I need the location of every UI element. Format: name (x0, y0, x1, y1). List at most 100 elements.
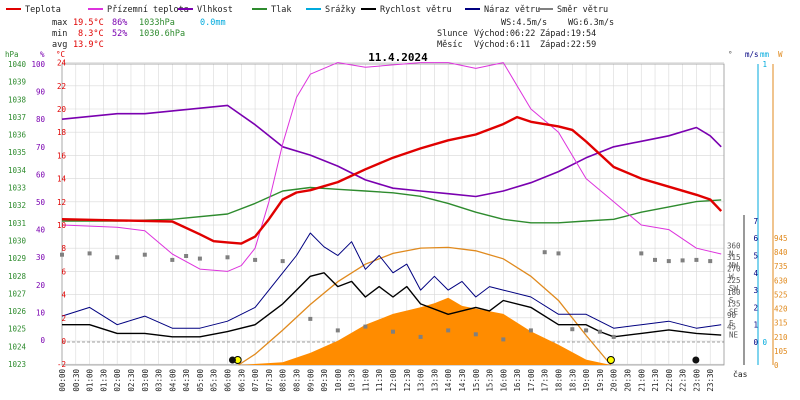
wind-dir-point (584, 328, 589, 333)
tick-label: 3 (753, 286, 758, 295)
time-tick: 12:00 (389, 369, 398, 392)
time-tick: 13:00 (417, 369, 426, 392)
series-tlak (62, 186, 722, 224)
time-tick: 02:00 (113, 369, 122, 392)
info-block: WS:4.5m/s WG:6.3m/s Slunce Východ:06:22 … (437, 18, 614, 50)
tick-label: 1027 (8, 289, 26, 298)
legend-label: Vlhkost (197, 5, 233, 15)
tick-label: 7 (753, 217, 758, 226)
stat-max-temp: 19.5°C (73, 18, 104, 28)
info-ws: WS:4.5m/s (501, 18, 547, 28)
stat-avg-temp: 13.9°C (73, 40, 104, 50)
wind-dir-point (115, 255, 120, 260)
tick-label: 210 (774, 333, 788, 342)
tick-label: 1028 (8, 272, 27, 281)
time-tick: 04:30 (182, 369, 191, 392)
tick-label: 16 (57, 151, 67, 160)
axis-label-pct: % (40, 50, 45, 59)
time-tick: 01:30 (99, 369, 108, 392)
info-moon-label: Měsíc (437, 40, 463, 50)
legend-label: Rychlost větru (380, 5, 452, 15)
time-tick: 16:30 (513, 369, 522, 392)
tick-label: 8 (61, 244, 66, 253)
time-tick: 01:00 (86, 369, 95, 392)
wind-dir-point (253, 257, 258, 262)
time-tick: 17:00 (527, 369, 536, 392)
wind-dir-point (87, 251, 92, 256)
time-tick: 18:30 (568, 369, 577, 392)
stat-max-rain: 0.0mm (200, 18, 226, 28)
solar-layer (238, 246, 612, 366)
tick-label: 10 (36, 308, 46, 317)
solar-area (238, 297, 611, 365)
tick-label: 735 (774, 262, 788, 271)
tick-label: E (729, 319, 734, 328)
time-tick: 19:00 (582, 369, 591, 392)
tick-label: 70 (36, 143, 46, 152)
time-tick: 05:30 (210, 369, 219, 392)
wind-dir-point (473, 332, 478, 337)
wind-dir-point (542, 250, 547, 255)
tick-label: 1038 (8, 95, 27, 104)
legend-label: Srážky (325, 5, 356, 15)
sun-marker (606, 356, 615, 364)
time-tick: 21:00 (637, 369, 646, 392)
time-tick: 17:30 (541, 369, 550, 392)
wind-dir-point (280, 259, 285, 264)
wind-dir-point (363, 324, 368, 329)
wind-dir-point (570, 327, 575, 332)
tick-label: 1032 (8, 201, 26, 210)
tick-label: 0 (753, 338, 758, 347)
tick-label: 315 (774, 319, 788, 328)
wind-dir-point (501, 337, 506, 342)
stat-min-hum: 52% (112, 29, 127, 39)
info-moonrise: Východ:6:11 (474, 40, 530, 50)
tick-label: 0 (774, 361, 779, 370)
series-vlhkost (61, 104, 722, 198)
tick-label: 0 (61, 337, 66, 346)
tick-label: -2 (57, 360, 66, 369)
tick-label: 6 (753, 234, 758, 243)
tick-label: NE (729, 330, 739, 339)
time-tick: 00:00 (58, 369, 67, 392)
tick-label: 5 (753, 252, 758, 261)
axis-label-hpa: hPa (5, 50, 19, 59)
tick-label: 135 (727, 299, 741, 308)
tick-label: 2 (61, 314, 66, 323)
time-tick: 08:30 (293, 369, 302, 392)
legend-label: Tlak (271, 5, 291, 15)
stat-max-press: 1033hPa (139, 18, 175, 28)
wind-dir-point (391, 329, 395, 334)
tick-label: 6 (61, 267, 66, 276)
series-layer (60, 62, 723, 342)
marker-layer (228, 356, 700, 364)
moon-marker (228, 356, 236, 364)
time-tick: 20:30 (624, 369, 633, 392)
tick-label: 4 (753, 269, 758, 278)
axis-label-rain: mm (760, 50, 770, 59)
series-n-raz-v-tru (61, 232, 722, 329)
tick-label: 360 (727, 242, 741, 251)
tick-label: 420 (774, 305, 788, 314)
wind-dir-point (666, 259, 671, 264)
solar-max-line (238, 246, 612, 366)
time-tick: 14:00 (444, 369, 453, 392)
time-tick: 06:30 (237, 369, 246, 392)
wind-dir-point (184, 254, 189, 258)
time-tick: 20:00 (610, 369, 619, 392)
tick-label: 225 (727, 276, 741, 285)
tick-label: SW (729, 284, 739, 293)
tick-label: 50 (36, 198, 46, 207)
tick-label: 14 (57, 175, 67, 184)
wind-dir-point (680, 258, 685, 263)
time-tick: 23:30 (706, 369, 715, 392)
time-tick: 00:30 (72, 369, 81, 392)
tick-label: 1030 (8, 236, 27, 245)
tick-label: 1024 (8, 342, 27, 351)
stat-max-label: max (52, 18, 67, 28)
time-tick: 22:30 (679, 369, 688, 392)
tick-label: 315 (727, 253, 741, 262)
wind-dir-point (60, 252, 64, 257)
tick-label: 1034 (8, 166, 27, 175)
